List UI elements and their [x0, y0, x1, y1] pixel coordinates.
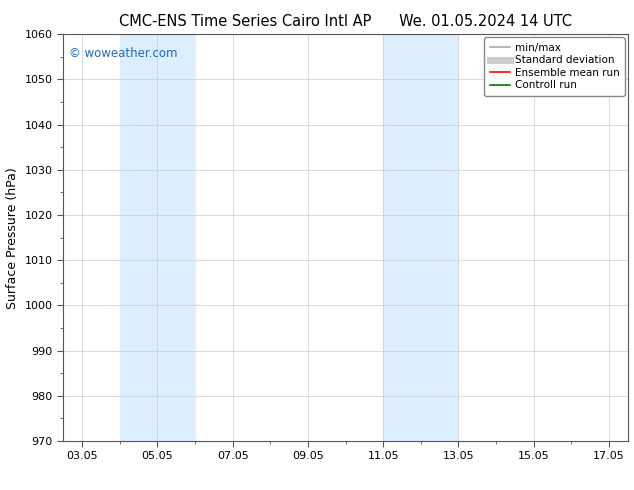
Title: CMC-ENS Time Series Cairo Intl AP      We. 01.05.2024 14 UTC: CMC-ENS Time Series Cairo Intl AP We. 01…	[119, 14, 572, 29]
Bar	[120, 34, 195, 441]
Text: © woweather.com: © woweather.com	[69, 47, 178, 59]
Bar	[383, 34, 458, 441]
Y-axis label: Surface Pressure (hPa): Surface Pressure (hPa)	[6, 167, 19, 309]
Legend: min/max, Standard deviation, Ensemble mean run, Controll run: min/max, Standard deviation, Ensemble me…	[484, 37, 624, 96]
